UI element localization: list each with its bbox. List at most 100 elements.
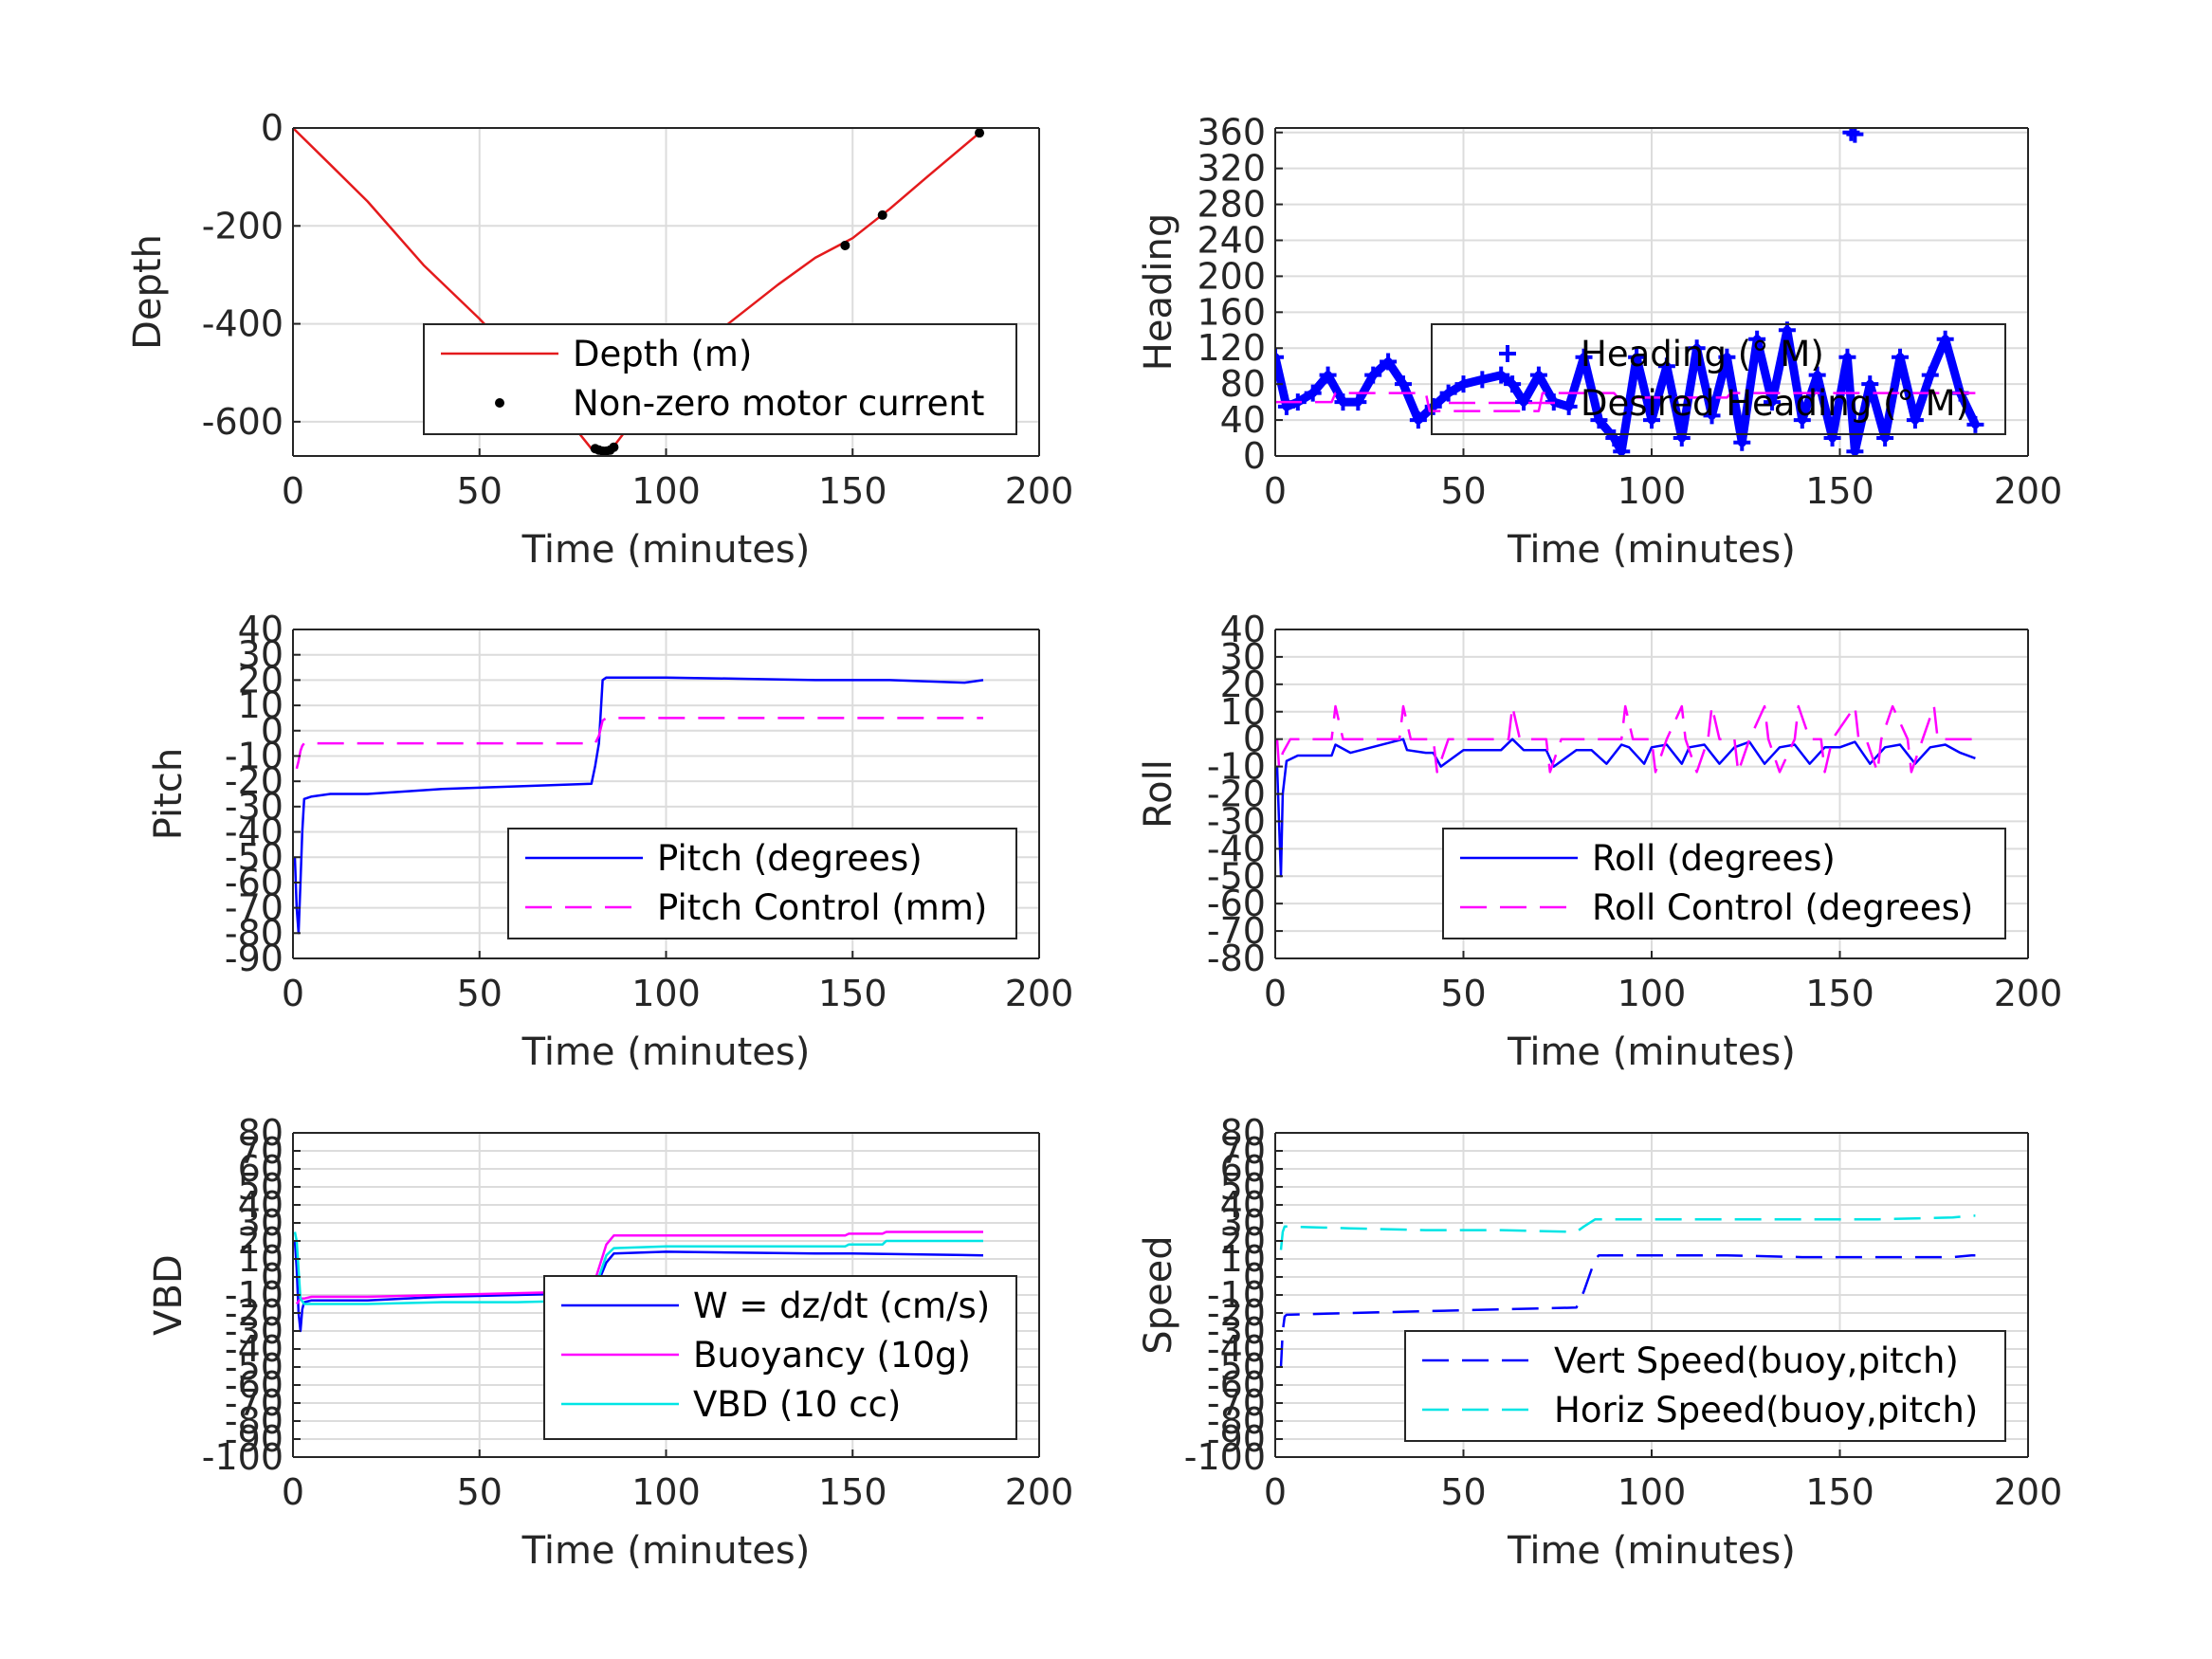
data-marker	[1319, 366, 1337, 384]
data-marker	[1966, 415, 1984, 433]
data-marker	[1643, 411, 1660, 429]
legend-entry: Non-zero motor current	[495, 383, 984, 424]
data-marker	[1504, 375, 1522, 393]
legend: W = dz/dt (cm/s) Buoyancy (10g) VBD (10 cc…	[543, 1275, 1017, 1440]
y-tick-label: -60	[225, 1364, 283, 1406]
data-point	[877, 210, 887, 220]
y-tick-label: -50	[225, 836, 283, 878]
y-tick-label: 280	[1197, 184, 1266, 226]
y-tick-label: 40	[1220, 1184, 1266, 1226]
y-tick-label: 20	[238, 1220, 283, 1262]
y-tick-label: 30	[1220, 636, 1266, 678]
data-marker	[1492, 366, 1510, 384]
legend-label: W = dz/dt (cm/s)	[693, 1285, 990, 1326]
x-axis-label: Time (minutes)	[1507, 1529, 1796, 1573]
x-tick-label: 50	[1440, 973, 1486, 1014]
y-axis-label: Pitch	[147, 748, 191, 840]
y-tick-label: -20	[225, 760, 283, 802]
y-tick-label: -80	[225, 1400, 283, 1442]
series-group	[1275, 128, 1984, 456]
y-tick-label: -80	[1207, 938, 1266, 979]
y-tick-label: -200	[202, 205, 283, 246]
y-tick-label: 240	[1197, 219, 1266, 261]
legend-box	[543, 1275, 1017, 1440]
y-tick-label: -10	[225, 1274, 283, 1316]
y-tick-label: -80	[1207, 1400, 1266, 1442]
data-marker	[1906, 411, 1924, 429]
y-tick-label: -20	[1207, 1292, 1266, 1334]
x-tick-label: 150	[1805, 470, 1874, 512]
y-tick-label: 50	[238, 1166, 283, 1208]
x-tick-label: 200	[1994, 470, 2063, 512]
series-line-1	[1275, 704, 1976, 774]
legend-box	[1404, 1330, 2006, 1442]
y-tick-label: 40	[238, 609, 283, 650]
x-tick-label: 0	[1264, 470, 1287, 512]
legend-label: Desired Heading (° M)	[1581, 383, 1969, 424]
y-tick-label: -10	[225, 735, 283, 776]
legend-label: Pitch Control (mm)	[657, 887, 987, 928]
legend-box	[423, 323, 1017, 435]
y-tick-label: -20	[225, 1292, 283, 1334]
x-tick-label: 100	[1618, 973, 1687, 1014]
data-marker	[1657, 357, 1675, 375]
x-axis-label: Time (minutes)	[521, 1030, 811, 1074]
x-tick-label: 200	[1005, 1471, 1074, 1513]
series-line-1	[295, 717, 983, 770]
data-marker	[1861, 375, 1879, 393]
legend-entry: Vert Speed(buoy,pitch)	[1422, 1340, 1959, 1381]
series-line-1	[1279, 1214, 1976, 1250]
x-axis-label: Time (minutes)	[521, 528, 811, 572]
y-tick-label: -70	[1207, 910, 1266, 952]
y-tick-label: 70	[1220, 1130, 1266, 1172]
y-tick-label: -90	[225, 1418, 283, 1460]
y-axis-label: Roll	[1137, 759, 1180, 829]
chart-panel-3: 0 50 100 150 200-80-70-60-50-40-30-20-100102…	[1137, 609, 2062, 1074]
y-tick-label: -10	[1207, 746, 1266, 788]
x-axis-label: Time (minutes)	[521, 1529, 811, 1573]
chart-panel-4: 0 50 100 150 200-100-90-80-70-60-50-40-30-20…	[147, 1112, 1073, 1573]
legend-entry: Horiz Speed(buoy,pitch)	[1422, 1390, 1978, 1431]
legend-label: Non-zero motor current	[573, 383, 984, 424]
y-tick-label: 60	[1220, 1148, 1266, 1190]
y-tick-label: 0	[1243, 435, 1266, 477]
x-tick-label: 0	[1264, 973, 1287, 1014]
y-tick-label: -40	[225, 811, 283, 853]
x-tick-label: 200	[1994, 973, 2063, 1014]
x-tick-label: 50	[457, 1471, 503, 1513]
legend-entry: Desired Heading (° M)	[1449, 383, 1969, 424]
series-line-1	[295, 1231, 983, 1305]
y-tick-label: 0	[261, 710, 283, 752]
legend-entry: Roll Control (degrees)	[1460, 887, 1973, 928]
y-tick-label: -70	[1207, 1382, 1266, 1424]
legend-entry: W = dz/dt (cm/s)	[561, 1285, 990, 1326]
data-marker	[1628, 348, 1646, 366]
y-tick-label: -90	[1207, 1418, 1266, 1460]
y-tick-label: 0	[261, 1256, 283, 1298]
series-group	[293, 128, 985, 456]
data-marker	[1793, 411, 1811, 429]
x-tick-label: 50	[457, 973, 503, 1014]
y-tick-label: -10	[1207, 1274, 1266, 1316]
y-tick-label: -70	[225, 1382, 283, 1424]
y-tick-label: 40	[238, 1184, 283, 1226]
y-tick-label: 60	[238, 1148, 283, 1190]
y-tick-label: 30	[238, 634, 283, 676]
series-line-0	[1275, 738, 1976, 878]
legend: Depth (m) Non-zero motor current	[423, 323, 1017, 435]
y-tick-label: -600	[202, 401, 283, 443]
legend: Pitch (degrees) Pitch Control (mm)	[507, 828, 1017, 939]
y-tick-label: 20	[1220, 1220, 1266, 1262]
x-axis-label: Time (minutes)	[1507, 1030, 1796, 1074]
y-tick-label: -50	[1207, 855, 1266, 897]
legend-box	[1431, 323, 2006, 435]
data-marker	[1876, 429, 1894, 447]
y-tick-label: -50	[1207, 1346, 1266, 1388]
legend: Vert Speed(buoy,pitch) Horiz Speed(buoy,p…	[1404, 1330, 2006, 1442]
y-tick-label: -60	[225, 862, 283, 903]
data-marker	[1304, 384, 1322, 402]
y-tick-label: 160	[1197, 291, 1266, 333]
y-tick-label: 320	[1197, 148, 1266, 190]
data-marker	[1349, 393, 1367, 411]
y-tick-label: 70	[238, 1130, 283, 1172]
